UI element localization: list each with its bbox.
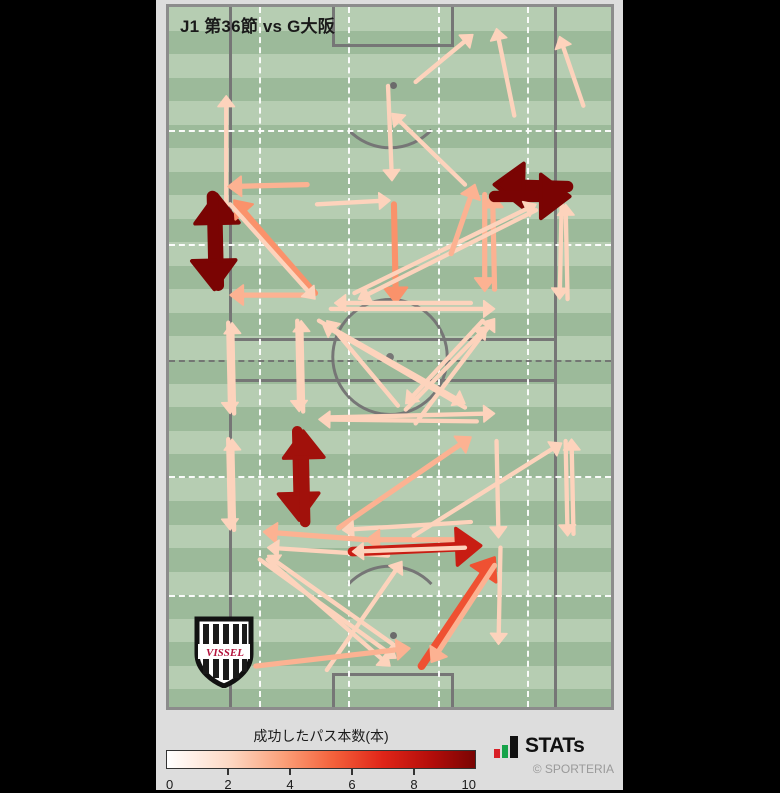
pass-arrow <box>489 545 508 646</box>
pass-arrow <box>556 203 575 302</box>
pass-arrow <box>341 519 474 539</box>
pass-arrows-layer <box>190 27 586 673</box>
logo-bar <box>494 749 500 758</box>
pass-arrow <box>262 522 369 544</box>
goal-area-bottom <box>332 673 454 707</box>
pass-arrow <box>281 429 326 528</box>
logo-bar <box>510 736 518 758</box>
pitch-stripe <box>169 454 611 478</box>
colorbar-tick <box>227 769 229 775</box>
pass-arrow <box>382 83 401 182</box>
colorbar-tick <box>413 769 415 775</box>
grid-line-horizontal <box>169 476 611 478</box>
pass-arrow <box>229 284 312 306</box>
pass-arrow <box>292 319 311 414</box>
football-pitch <box>166 4 614 710</box>
pass-arrow <box>488 172 572 221</box>
pass-arrow <box>336 435 472 531</box>
stats-branding: STATs © SPORTERIA <box>494 734 614 776</box>
grid-line-vertical <box>527 7 530 707</box>
stats-wordmark: STATs <box>525 734 585 757</box>
pass-arrow <box>333 293 474 312</box>
colorbar-tick <box>289 769 291 775</box>
bar-chart-icon <box>494 736 518 758</box>
pass-arrow <box>223 438 242 533</box>
colorbar-tick-label: 2 <box>224 777 232 792</box>
penalty-spot-top <box>389 81 397 89</box>
club-crest-vissel: VISSEL <box>194 616 254 688</box>
pitch-stripe <box>169 360 611 384</box>
pass-arrow <box>253 638 411 669</box>
pass-arrow <box>352 200 537 296</box>
pass-arrow <box>227 202 316 300</box>
grid-line-horizontal <box>169 595 611 597</box>
pass-arrow <box>413 318 496 426</box>
pass-arrow <box>257 557 397 660</box>
pass-arrow <box>382 201 409 305</box>
logo-bar <box>502 745 508 758</box>
colorbar-title: 成功したパス本数(本) <box>253 728 389 744</box>
copyright-label: © SPORTERIA <box>532 762 614 776</box>
page-title: J1 第36節 vs G大阪 <box>180 17 335 36</box>
pitch-stripe <box>169 501 611 525</box>
pass-arrow <box>351 542 468 561</box>
colorbar-tick-label: 8 <box>410 777 418 792</box>
pass-arrow <box>190 190 238 292</box>
pitch-stripe <box>169 218 611 243</box>
pass-arrow <box>314 191 391 210</box>
grid-line-vertical <box>437 7 440 707</box>
crest-label: VISSEL <box>206 647 244 659</box>
pass-arrow <box>233 199 319 297</box>
colorbar-tick-label: 10 <box>461 777 476 792</box>
pass-arrow <box>411 441 563 538</box>
pass-arrow <box>324 560 404 673</box>
colorbar-legend: 成功したパス本数(本) 0 2 4 6 8 10 <box>166 726 476 793</box>
pass-arrow <box>554 35 586 108</box>
pass-arrow <box>227 175 310 198</box>
pass-arrow <box>562 438 581 537</box>
stats-logo: STATs <box>494 734 614 758</box>
grid-line-horizontal <box>169 244 611 246</box>
pass-arrow <box>489 27 517 118</box>
colorbar-tick-labels: 0 2 4 6 8 10 <box>166 777 476 793</box>
pass-arrow <box>328 299 496 318</box>
pass-arrow <box>429 562 498 664</box>
pitch-stripe <box>169 689 611 707</box>
pass-arrow <box>413 33 474 85</box>
colorbar-ticks <box>166 769 476 777</box>
pass-arrow <box>448 183 481 257</box>
colorbar-tick-label: 6 <box>348 777 356 792</box>
pass-arrow <box>403 325 488 412</box>
pass-arrow <box>217 95 236 212</box>
pitch-container: J1 第36節 vs G大阪 VISSEL <box>166 4 614 710</box>
pass-arrow <box>324 404 496 423</box>
colorbar-tick <box>351 769 353 775</box>
colorbar-tick-label: 0 <box>166 777 174 792</box>
pass-arrow <box>265 557 391 667</box>
pass-arrow <box>489 438 508 539</box>
grid-line-vertical <box>258 7 261 707</box>
pass-arrow <box>357 208 539 303</box>
colorbar-tick-label: 4 <box>286 777 294 792</box>
pass-arrow <box>326 319 401 408</box>
pitch-stripe <box>169 312 611 337</box>
pass-arrow <box>391 112 468 187</box>
goal-area-top <box>332 7 454 47</box>
colorbar-gradient <box>166 750 476 769</box>
pass-arrow <box>318 410 479 429</box>
figure-canvas: J1 第36節 vs G大阪 VISSEL 成功したパス本数(本) 0 2 4 6 8 1… <box>156 0 623 793</box>
penalty-spot-bottom <box>389 631 397 639</box>
pass-arrow <box>223 321 242 416</box>
grid-line-vertical <box>348 7 351 707</box>
